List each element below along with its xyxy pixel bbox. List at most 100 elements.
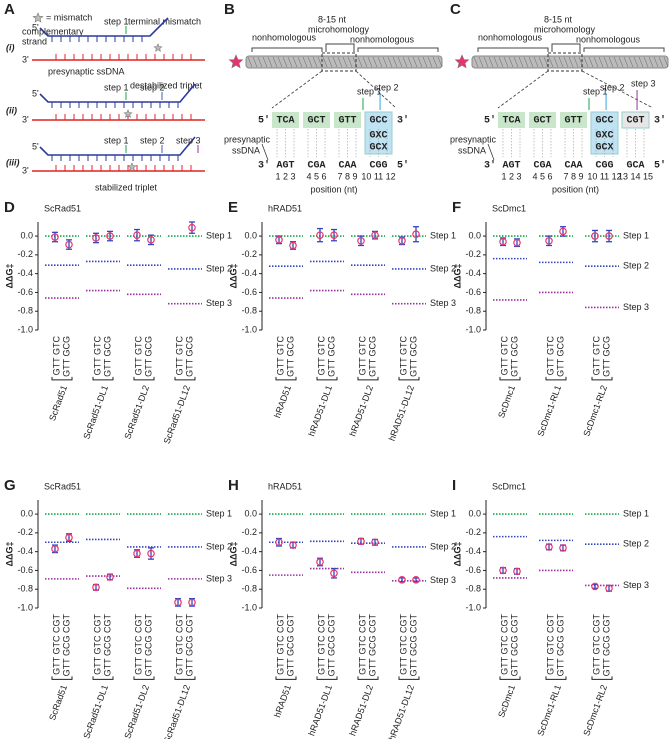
panel-label: C	[450, 1, 461, 18]
y-axis-label: ΔΔG‡	[4, 264, 14, 289]
y-tick-label: -0.8	[241, 306, 257, 316]
strand-end: 3'	[484, 160, 496, 172]
data-point	[133, 231, 141, 239]
point-label: GTT GCG CGT	[326, 614, 336, 677]
chart-title: hRAD51	[268, 481, 302, 491]
annotation: nonhomologous	[252, 32, 317, 42]
position: 7 8 9	[337, 171, 357, 181]
data-point	[545, 543, 553, 551]
bracket	[316, 376, 338, 381]
strand-end: 5'	[32, 22, 39, 32]
helix-stripe	[553, 56, 559, 68]
legend-text: = mismatch	[46, 12, 92, 22]
helix-stripe	[382, 56, 388, 68]
data-point	[92, 234, 100, 242]
point-label: GTT GTC CGT	[499, 614, 509, 675]
y-tick-label: -1.0	[241, 602, 257, 612]
data-point	[499, 566, 507, 575]
bracket	[275, 676, 297, 680]
bracket	[51, 376, 73, 381]
bracket	[92, 676, 114, 680]
zoom-line	[271, 70, 323, 109]
step-label: Step 1	[206, 230, 232, 240]
step-label: Step 2	[623, 261, 649, 271]
helix-stripe	[392, 56, 398, 68]
sequence-box	[498, 112, 525, 128]
y-tick-label: -1.0	[17, 324, 33, 334]
point-label: GTT GTC CGT	[92, 614, 102, 675]
point-label: GTT GCG	[408, 336, 418, 377]
strand-end: 5'	[32, 88, 39, 98]
helix-stripe	[583, 56, 589, 68]
position: 10 11 12	[361, 171, 395, 181]
panel-label: B	[224, 1, 235, 18]
point-label: GTT GCG CGT	[102, 614, 112, 677]
data-point	[65, 240, 73, 249]
helix-stripe	[558, 56, 564, 68]
helix-stripe	[377, 56, 383, 68]
data-point	[147, 549, 155, 558]
y-tick-label: 0.0	[468, 508, 481, 518]
data-point	[499, 237, 507, 246]
helix-stripe	[623, 56, 629, 68]
y-tick-label: -0.8	[17, 584, 33, 594]
point-label: GTT GCG	[601, 336, 611, 377]
sequence-box	[560, 112, 587, 128]
category-label: ScRad51-DL1	[81, 384, 110, 441]
zoom-line	[581, 70, 654, 109]
data-point	[174, 598, 182, 607]
bracket	[251, 43, 439, 52]
category-label: hRAD51-DL12	[387, 384, 416, 442]
step-label: step 1	[357, 86, 382, 96]
point-label: GTT GTC	[316, 336, 326, 376]
data-point	[605, 232, 613, 240]
helix-stripe	[302, 56, 308, 68]
category-label: hRAD51-DL1	[306, 683, 334, 737]
y-tick-label: -0.4	[17, 546, 33, 556]
step-label: step 3	[176, 135, 201, 145]
sequence: GCC	[595, 116, 613, 127]
y-tick-label: -0.2	[241, 249, 257, 259]
strand-end: 3'	[397, 115, 409, 127]
annotation: stabilized triplet	[95, 182, 158, 192]
y-tick-label: -0.8	[465, 306, 481, 316]
data-point	[188, 223, 196, 232]
helix-stripe	[618, 56, 624, 68]
point-label: GTT GCG CGT	[408, 614, 418, 677]
helix-stripe	[247, 56, 253, 68]
point-label: GTT GTC CGT	[591, 614, 601, 675]
y-tick-label: -0.4	[465, 546, 481, 556]
bracket	[591, 376, 613, 381]
step-label: Step 1	[206, 508, 232, 518]
panel-label: G	[4, 477, 16, 494]
sequence: CAA	[564, 161, 582, 172]
helix-stripe	[483, 56, 489, 68]
helix-stripe	[277, 56, 283, 68]
y-tick-label: -1.0	[465, 602, 481, 612]
point-label: GTT GTC	[357, 336, 367, 376]
step-label: step 2	[600, 82, 625, 92]
y-tick-label: -0.4	[241, 268, 257, 278]
zoom-line	[355, 70, 397, 109]
mismatch-row: GCX	[595, 143, 613, 154]
panel-label: A	[4, 1, 15, 18]
helix-stripe	[307, 56, 313, 68]
helix-stripe	[357, 56, 363, 68]
y-tick-label: -0.8	[465, 584, 481, 594]
annotation: ssDNA	[458, 145, 486, 155]
data-point	[545, 236, 553, 245]
helix-stripe	[638, 56, 644, 68]
data-point	[289, 541, 297, 549]
complementary-strand	[39, 17, 169, 37]
y-tick-label: 0.0	[468, 230, 481, 240]
y-tick-label: 0.0	[244, 230, 257, 240]
annotation: strand	[22, 36, 47, 46]
y-axis-label: ΔΔG‡	[228, 264, 238, 289]
strand-end: 3'	[22, 165, 29, 175]
bracket	[357, 676, 379, 680]
dna-helix	[245, 55, 443, 69]
category-label: ScRad51-DL2	[122, 384, 151, 441]
panel-label: I	[452, 477, 456, 494]
helix-stripe	[523, 56, 529, 68]
